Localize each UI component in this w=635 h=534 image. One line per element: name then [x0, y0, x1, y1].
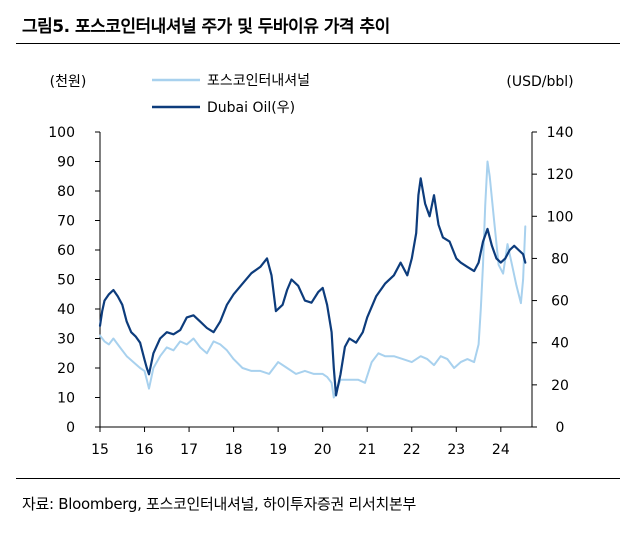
- right-tick-label: 20: [551, 378, 569, 394]
- source-note: 자료: Bloomberg, 포스코인터내셔널, 하이투자증권 리서치본부: [22, 495, 416, 513]
- right-axis-unit: (USD/bbl): [506, 74, 573, 90]
- right-tick-label: 60: [551, 294, 569, 310]
- left-tick-label: 30: [57, 332, 75, 348]
- left-tick-label: 50: [57, 273, 75, 289]
- chart-canvas: 0 10 20 30 40 50 60 70 80 90 100 0 20 40 60 80 100 120 140…: [48, 73, 573, 458]
- x-tick-label: 24: [492, 442, 510, 458]
- left-tick-label: 80: [57, 184, 75, 200]
- x-tick-label: 23: [447, 442, 465, 458]
- x-tick-label: 16: [136, 442, 154, 458]
- left-tick-label: 20: [57, 361, 75, 377]
- right-tick-label: 140: [547, 125, 574, 141]
- series-line-posco-intl: [99, 160, 527, 399]
- right-tick-label: 120: [547, 167, 574, 183]
- right-tick-label: 40: [551, 336, 569, 352]
- series-lines: [98, 160, 527, 399]
- legend-label-dubai-oil: Dubai Oil(우): [207, 100, 295, 116]
- x-tick-label: 20: [314, 442, 332, 458]
- x-tick-label: 17: [180, 442, 198, 458]
- left-tick-label: 40: [57, 302, 75, 318]
- series-line-dubai-oil: [98, 177, 527, 397]
- left-tick-label: 100: [48, 125, 75, 141]
- left-tick-label: 10: [57, 391, 75, 407]
- left-tick-label: 0: [66, 420, 75, 436]
- x-tick-label: 15: [91, 442, 109, 458]
- left-axis-unit: (천원): [50, 74, 87, 90]
- chart-title: 그림5. 포스코인터내셔널 주가 및 두바이유 가격 추이: [22, 17, 390, 37]
- x-tick-label: 22: [403, 442, 421, 458]
- axes: 0 10 20 30 40 50 60 70 80 90 100 0 20 40 60 80 100 120 140…: [48, 74, 573, 458]
- left-tick-label: 60: [57, 243, 75, 259]
- right-tick-label: 0: [556, 420, 565, 436]
- left-tick-label: 90: [57, 155, 75, 171]
- x-tick-label: 21: [358, 442, 376, 458]
- legend: 포스코인터내셔널 Dubai Oil(우): [152, 73, 310, 116]
- x-tick-label: 19: [269, 442, 287, 458]
- source-divider: [16, 478, 620, 479]
- legend-label-posco-intl: 포스코인터내셔널: [207, 73, 310, 89]
- left-tick-label: 70: [57, 214, 75, 230]
- right-tick-label: 80: [551, 251, 569, 267]
- title-divider: [16, 43, 620, 44]
- right-tick-label: 100: [547, 209, 574, 225]
- x-tick-label: 18: [225, 442, 243, 458]
